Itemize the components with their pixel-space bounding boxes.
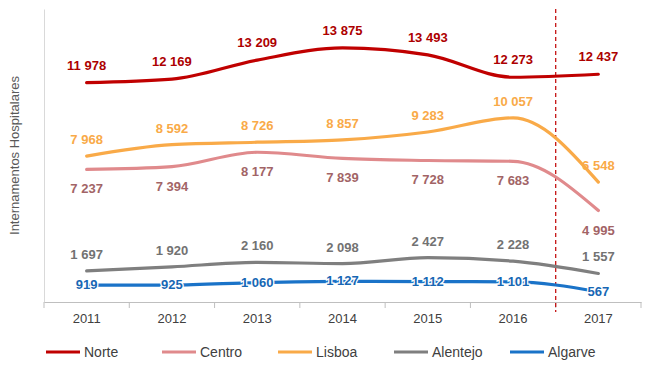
legend-label: Norte xyxy=(84,344,118,360)
y-axis xyxy=(44,10,45,303)
x-tick-label: 2016 xyxy=(499,311,528,326)
x-tick-label: 2017 xyxy=(584,311,613,326)
legend-label: Alentejo xyxy=(432,344,483,360)
category-separators xyxy=(44,302,641,308)
data-label: 8 592 xyxy=(156,121,189,136)
legend-item: Norte xyxy=(46,344,118,360)
data-label: 925 xyxy=(161,277,183,292)
legend-item: Algarve xyxy=(510,344,596,360)
x-tick-label: 2011 xyxy=(73,311,101,326)
data-label: 7 968 xyxy=(70,132,103,147)
category-separator xyxy=(641,302,642,308)
x-tick-label: 2013 xyxy=(243,311,272,326)
data-label: 7 683 xyxy=(497,173,530,188)
x-tick: 2012 xyxy=(157,302,186,326)
x-tick-label: 2014 xyxy=(328,311,357,326)
data-label: 1 920 xyxy=(156,243,189,258)
x-tick: 2013 xyxy=(243,302,272,326)
chart: 2011 2012 2013 2014 2015 2016 2017 11 978 12 169… xyxy=(0,0,668,366)
x-tick: 2011 xyxy=(73,302,101,326)
data-label: 8 857 xyxy=(326,116,359,131)
data-label: 7 839 xyxy=(326,170,359,185)
data-label: 1 697 xyxy=(70,247,103,262)
legend-item: Alentejo xyxy=(394,344,483,360)
legend-label: Algarve xyxy=(548,344,596,360)
data-label: 7 394 xyxy=(156,179,189,194)
legend-swatch xyxy=(394,350,428,353)
data-label: 13 875 xyxy=(323,23,363,38)
data-label: 1 101 xyxy=(497,274,530,289)
legend-item: Lisboa xyxy=(278,344,357,360)
legend-label: Lisboa xyxy=(316,344,357,360)
x-tick-label: 2015 xyxy=(413,311,442,326)
data-label: 1 127 xyxy=(326,273,359,288)
category-separator xyxy=(299,302,300,308)
data-label: 4 995 xyxy=(582,223,615,238)
x-tick: 2015 xyxy=(413,302,442,326)
data-label: 1 060 xyxy=(241,275,274,290)
category-separator xyxy=(385,302,386,308)
lines xyxy=(87,48,599,292)
data-label: 7 728 xyxy=(412,172,445,187)
data-label: 13 493 xyxy=(408,30,448,45)
legend-swatch xyxy=(162,350,196,353)
data-label: 1 557 xyxy=(582,249,615,264)
y-axis-title: Internamentos Hospitalares xyxy=(7,76,22,235)
data-label: 12 169 xyxy=(152,54,192,69)
data-label: 2 228 xyxy=(497,237,530,252)
data-label: 6 548 xyxy=(582,158,615,173)
x-tick: 2016 xyxy=(499,302,528,326)
data-label: 12 273 xyxy=(493,52,533,67)
legend-swatch xyxy=(510,350,544,353)
data-label: 10 057 xyxy=(493,94,533,109)
legend-label: Centro xyxy=(200,344,242,360)
x-tick: 2017 xyxy=(584,302,613,326)
data-label: 1 112 xyxy=(412,274,444,289)
category-separator xyxy=(44,302,45,308)
legend-swatch xyxy=(278,350,312,353)
legend-item: Centro xyxy=(162,344,242,360)
data-label: 9 283 xyxy=(412,108,445,123)
data-label: 13 209 xyxy=(237,35,277,50)
series-line xyxy=(87,152,599,210)
category-separator xyxy=(470,302,471,308)
series-line xyxy=(87,258,599,274)
x-axis-line xyxy=(45,302,642,303)
x-tick: 2014 xyxy=(328,302,357,326)
legend: Norte Centro Lisboa Alentejo Algarve xyxy=(46,344,596,360)
y-axis-line xyxy=(44,10,45,303)
data-label: 8 726 xyxy=(241,118,274,133)
category-separator xyxy=(129,302,130,308)
data-label: 919 xyxy=(76,277,98,292)
data-label: 2 098 xyxy=(326,240,359,255)
data-label: 2 160 xyxy=(241,238,274,253)
data-label: 2 427 xyxy=(412,234,445,249)
data-label: 11 978 xyxy=(67,58,106,73)
data-labels: 11 978 12 169 13 209 13 875 13 493 12 273 12 4… xyxy=(67,23,618,299)
data-label: 7 237 xyxy=(70,181,103,196)
category-separator xyxy=(214,302,215,308)
x-axis: 2011 2012 2013 2014 2015 2016 2017 xyxy=(45,302,642,326)
legend-swatch xyxy=(46,350,80,353)
x-tick-label: 2012 xyxy=(157,311,186,326)
data-label: 12 437 xyxy=(578,49,618,64)
data-label: 567 xyxy=(588,284,610,299)
series-line xyxy=(87,48,599,83)
data-label: 8 177 xyxy=(241,164,274,179)
